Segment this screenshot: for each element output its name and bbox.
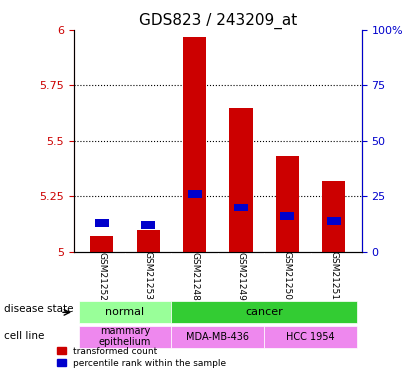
FancyBboxPatch shape [171,326,264,348]
Bar [188,190,201,198]
Text: normal: normal [106,308,145,317]
FancyBboxPatch shape [79,326,171,348]
Text: GSM21251: GSM21251 [329,252,338,300]
Text: GSM21252: GSM21252 [97,252,106,300]
Text: GSM21253: GSM21253 [144,252,153,300]
Text: cell line: cell line [4,331,44,340]
Bar [136,230,160,252]
Text: MDA-MB-436: MDA-MB-436 [186,332,249,342]
FancyBboxPatch shape [171,302,357,323]
Text: disease state: disease state [4,304,74,314]
Text: GSM21249: GSM21249 [237,252,245,300]
Bar [327,217,341,225]
FancyBboxPatch shape [264,326,357,348]
Text: GSM21250: GSM21250 [283,252,292,300]
Bar [322,181,345,252]
Bar [141,221,155,229]
Bar [276,156,299,252]
Title: GDS823 / 243209_at: GDS823 / 243209_at [139,12,297,28]
Bar [280,212,294,220]
Bar [229,108,253,252]
Legend: transformed count, percentile rank within the sample: transformed count, percentile rank withi… [54,344,229,370]
Bar [90,236,113,252]
Text: cancer: cancer [245,308,283,317]
Text: GSM21248: GSM21248 [190,252,199,300]
Bar [234,204,248,211]
Bar [183,37,206,252]
FancyBboxPatch shape [79,302,171,323]
Text: mammary
epithelium: mammary epithelium [99,326,151,347]
Bar [95,219,109,227]
Text: HCC 1954: HCC 1954 [286,332,335,342]
